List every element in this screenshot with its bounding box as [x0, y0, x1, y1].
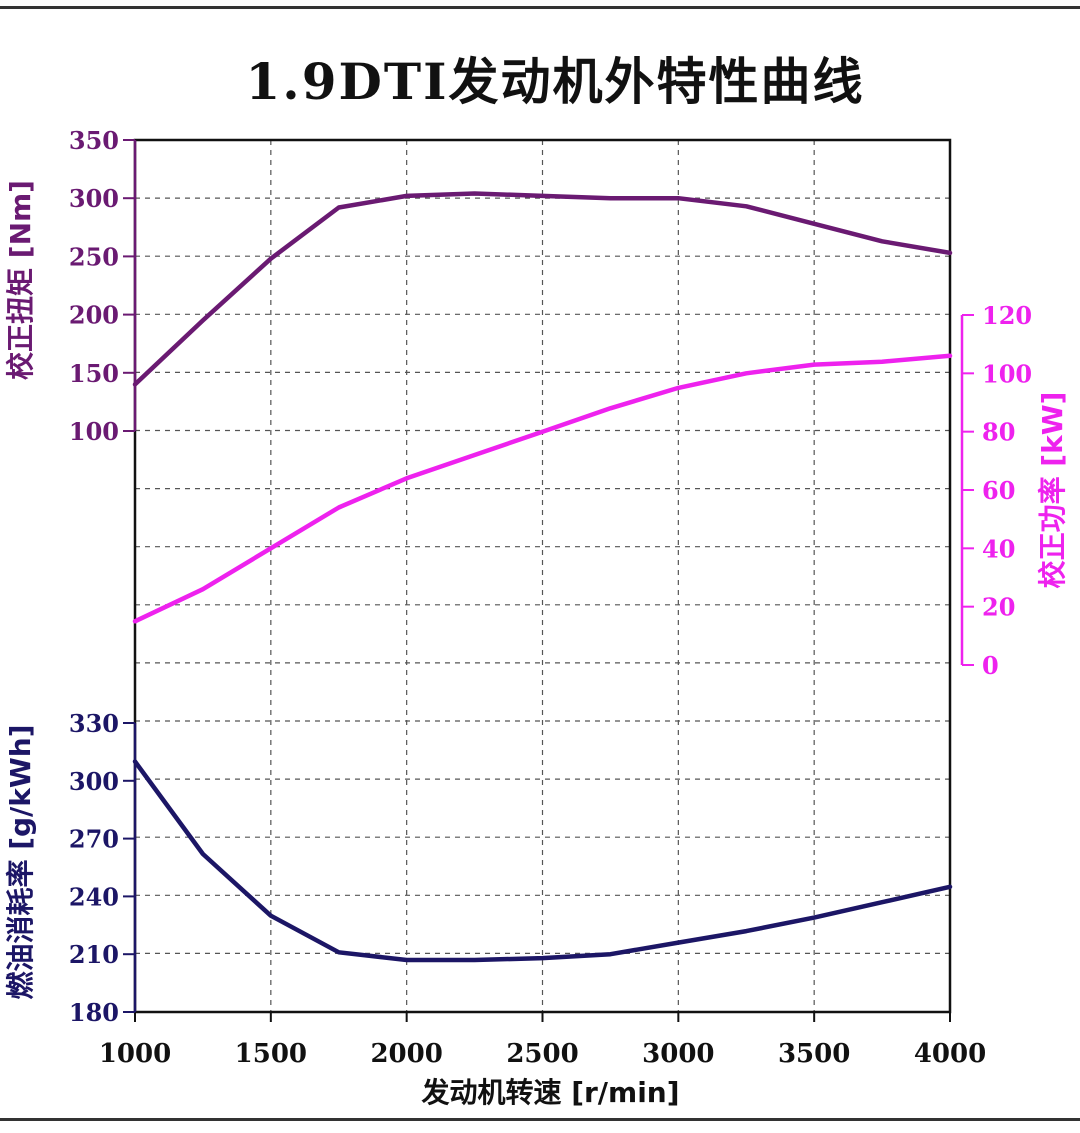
x-tick-label: 1000	[99, 1039, 171, 1069]
torque-tick-label: 300	[69, 184, 119, 213]
x-axis-title: 发动机转速 [r/min]	[420, 1076, 679, 1109]
power-axis-title: 校正功率 [kW]	[1036, 392, 1069, 589]
bsfc-tick-label: 240	[69, 882, 119, 911]
bsfc-tick-label: 180	[69, 998, 119, 1027]
bsfc-tick-label: 330	[69, 709, 119, 738]
chart-title: 1.9DTI发动机外特性曲线	[245, 52, 865, 111]
power-tick-label: 80	[982, 418, 1015, 447]
x-tick-label: 4000	[914, 1039, 986, 1069]
x-tick-label: 1500	[235, 1039, 307, 1069]
power-tick-label: 120	[982, 301, 1032, 330]
power-tick-label: 20	[982, 593, 1015, 622]
torque-tick-label: 200	[69, 301, 119, 330]
torque-series-line	[132, 191, 953, 387]
power-tick-label: 100	[982, 359, 1032, 388]
x-tick-label: 3500	[778, 1039, 850, 1069]
torque-tick-label: 100	[69, 417, 119, 446]
power-tick-label: 60	[982, 476, 1015, 505]
power-tick-label: 40	[982, 534, 1015, 563]
series-layer	[132, 191, 953, 963]
x-tick-label: 3000	[642, 1039, 714, 1069]
bsfc-axis-title: 燃油消耗率 [g/kWh]	[4, 724, 37, 999]
torque-tick-label: 250	[69, 242, 119, 271]
torque-tick-label: 150	[69, 359, 119, 388]
x-tick-label: 2500	[506, 1039, 578, 1069]
torque-tick-label: 350	[69, 126, 119, 155]
x-tick-label: 2000	[370, 1039, 442, 1069]
bsfc-tick-label: 210	[69, 940, 119, 969]
top-border-line	[0, 6, 1080, 9]
bsfc-series-line	[132, 759, 953, 963]
axes-layer	[123, 139, 974, 1022]
power-tick-label: 0	[982, 651, 999, 680]
bottom-border-line	[0, 1118, 1080, 1121]
power-series-line	[132, 353, 953, 624]
bsfc-tick-label: 300	[69, 767, 119, 796]
bsfc-tick-label: 270	[69, 825, 119, 854]
torque-axis-title: 校正扭矩 [Nm]	[4, 180, 37, 380]
